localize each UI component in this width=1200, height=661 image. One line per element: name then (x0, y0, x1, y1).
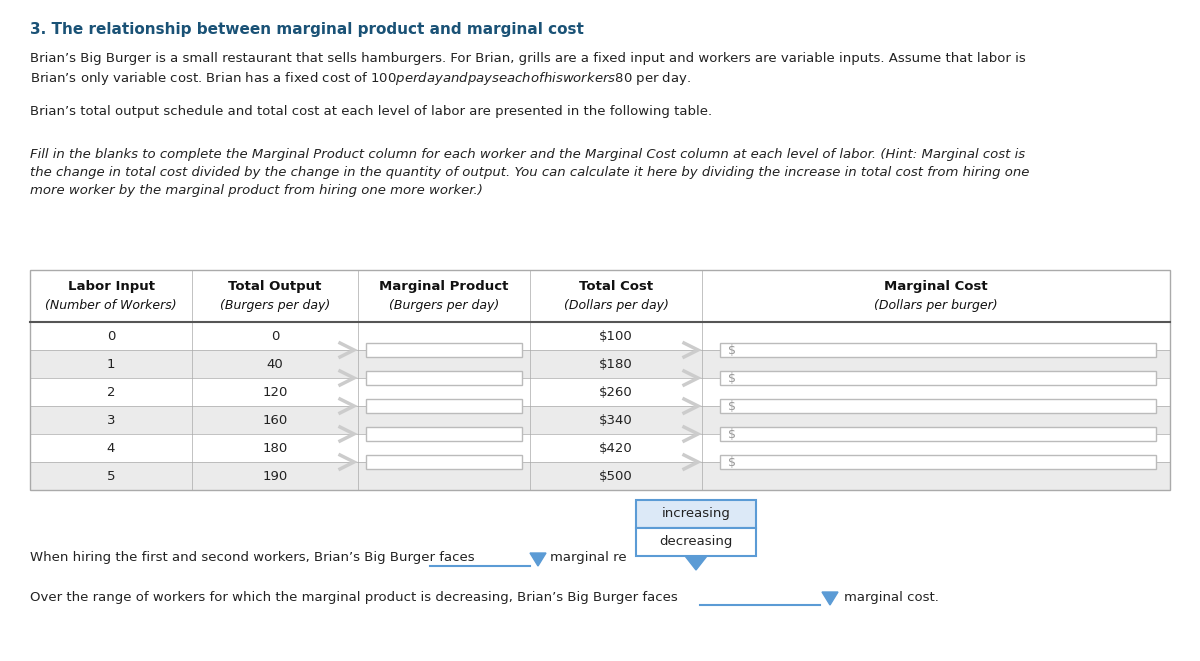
Text: more worker by the marginal product from hiring one more worker.): more worker by the marginal product from… (30, 184, 482, 197)
Text: $: $ (728, 399, 736, 412)
Bar (366, 371, 522, 385)
Text: 0: 0 (107, 329, 115, 342)
Text: 190: 190 (263, 469, 288, 483)
Text: (Number of Workers): (Number of Workers) (46, 299, 176, 312)
Text: decreasing: decreasing (659, 535, 733, 549)
Bar (366, 455, 522, 469)
Bar (366, 427, 522, 442)
Text: 1: 1 (107, 358, 115, 371)
Text: Brian’s Big Burger is a small restaurant that sells hamburgers. For Brian, grill: Brian’s Big Burger is a small restaurant… (30, 52, 1026, 65)
Text: $340: $340 (599, 414, 632, 426)
Text: Total Output: Total Output (228, 280, 322, 293)
Text: Marginal Cost: Marginal Cost (884, 280, 988, 293)
Text: $100: $100 (599, 329, 632, 342)
Text: 120: 120 (263, 385, 288, 399)
Text: $: $ (728, 371, 736, 385)
Text: $180: $180 (599, 358, 632, 371)
Text: $: $ (728, 344, 736, 356)
Text: $500: $500 (599, 469, 632, 483)
Text: 0: 0 (271, 329, 280, 342)
Text: 40: 40 (266, 358, 283, 371)
Text: $260: $260 (599, 385, 632, 399)
Text: 4: 4 (107, 442, 115, 455)
Polygon shape (530, 553, 546, 566)
Text: 2: 2 (107, 385, 115, 399)
Text: Marginal Product: Marginal Product (379, 280, 509, 293)
Text: (Burgers per day): (Burgers per day) (389, 299, 499, 312)
Text: Brian’s only variable cost. Brian has a fixed cost of $100 per day and pays each: Brian’s only variable cost. Brian has a … (30, 70, 691, 87)
Text: increasing: increasing (661, 508, 731, 520)
Bar (636, 500, 756, 528)
Bar (366, 342, 522, 358)
Bar (720, 455, 1156, 469)
Text: Labor Input: Labor Input (67, 280, 155, 293)
Text: When hiring the first and second workers, Brian’s Big Burger faces: When hiring the first and second workers… (30, 551, 475, 564)
Bar (366, 399, 522, 413)
Text: marginal cost.: marginal cost. (844, 590, 938, 603)
Bar (720, 427, 1156, 442)
Polygon shape (822, 592, 838, 605)
Text: Total Cost: Total Cost (578, 280, 653, 293)
Bar (720, 399, 1156, 413)
Polygon shape (685, 556, 707, 570)
Bar (636, 528, 756, 556)
Text: 160: 160 (263, 414, 288, 426)
Text: Fill in the blanks to complete the Marginal Product column for each worker and t: Fill in the blanks to complete the Margi… (30, 148, 1025, 161)
Text: $: $ (728, 428, 736, 440)
Text: marginal re: marginal re (550, 551, 626, 564)
Text: $: $ (728, 455, 736, 469)
Text: 180: 180 (263, 442, 288, 455)
Bar (30, 350, 1170, 378)
Bar (30, 322, 1170, 350)
Text: 3. The relationship between marginal product and marginal cost: 3. The relationship between marginal pro… (30, 22, 584, 37)
Text: (Dollars per burger): (Dollars per burger) (874, 299, 998, 312)
Text: Over the range of workers for which the marginal product is decreasing, Brian’s : Over the range of workers for which the … (30, 590, 678, 603)
Bar (30, 406, 1170, 434)
Bar (30, 378, 1170, 406)
Text: 3: 3 (107, 414, 115, 426)
Bar (720, 342, 1156, 358)
Text: (Dollars per day): (Dollars per day) (564, 299, 668, 312)
Bar (30, 270, 1170, 490)
Text: Brian’s total output schedule and total cost at each level of labor are presente: Brian’s total output schedule and total … (30, 105, 712, 118)
Bar (30, 434, 1170, 462)
Text: 5: 5 (107, 469, 115, 483)
Text: the change in total cost divided by the change in the quantity of output. You ca: the change in total cost divided by the … (30, 166, 1030, 179)
Bar (720, 371, 1156, 385)
Text: $420: $420 (599, 442, 632, 455)
Bar (30, 462, 1170, 490)
Text: (Burgers per day): (Burgers per day) (220, 299, 330, 312)
